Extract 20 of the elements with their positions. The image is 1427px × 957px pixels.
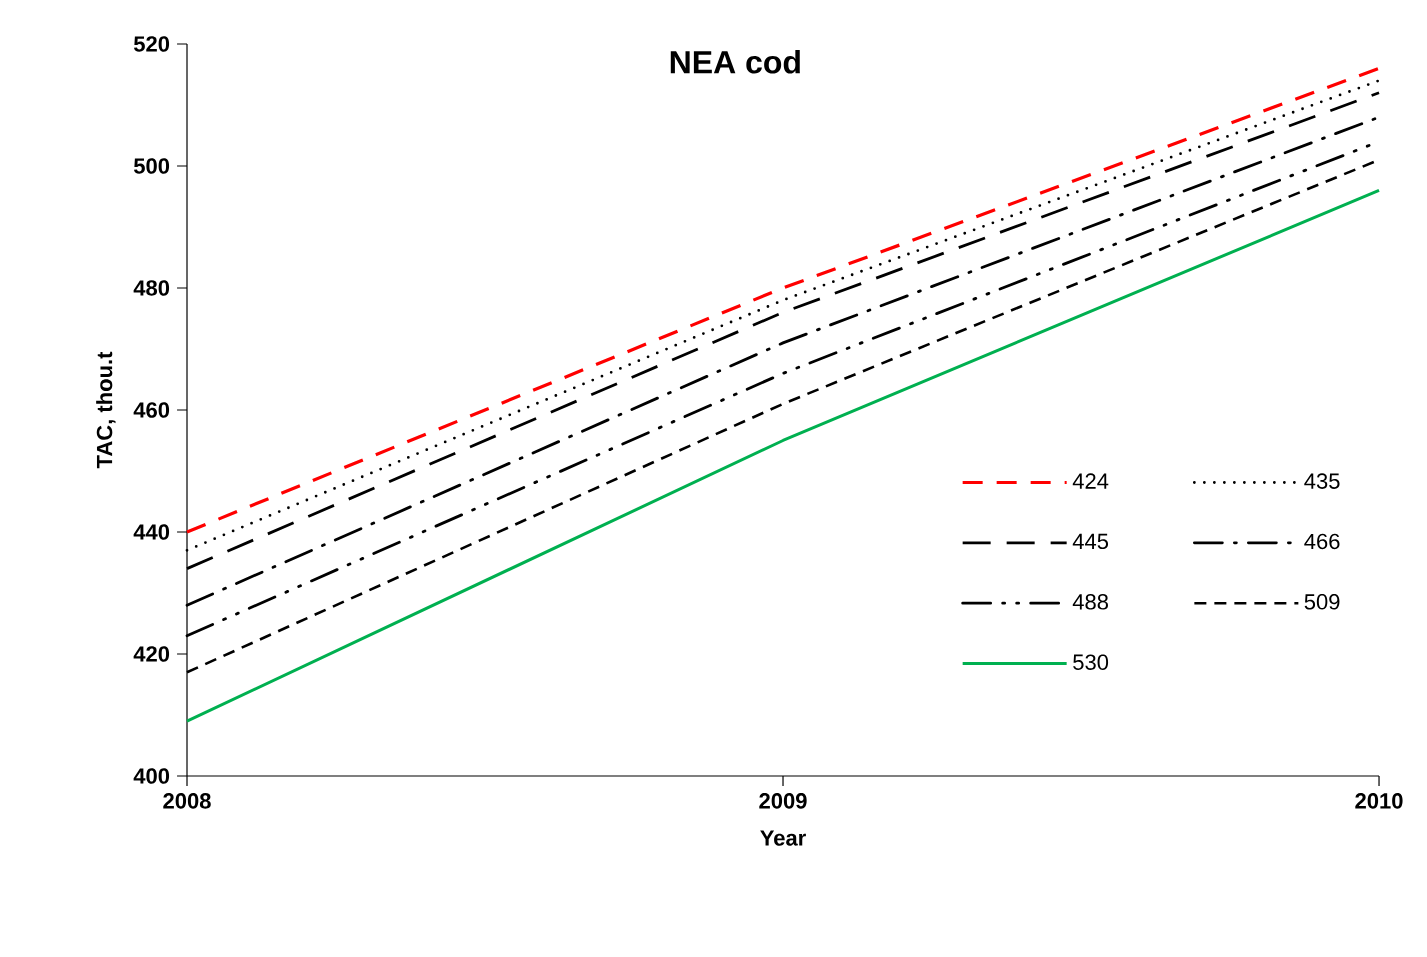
y-tick-label: 460 [133, 402, 170, 418]
legend-label: 488 [1072, 594, 1108, 610]
y-tick-label: 440 [133, 524, 170, 540]
legend-label: 445 [1072, 533, 1109, 550]
x-tick-label: 2008 [163, 793, 211, 809]
y-axis-title: TAC, thou.t [96, 351, 116, 469]
x-axis-title: Year [760, 830, 806, 846]
legend-label: 530 [1073, 654, 1109, 670]
chart-title: NEA cod [670, 50, 800, 74]
y-tick-label: 500 [133, 158, 170, 174]
legend-label: 466 [1304, 533, 1340, 550]
y-tick-label: 480 [133, 280, 170, 296]
y-tick-label: 520 [133, 36, 170, 52]
y-tick-label: 420 [133, 646, 170, 662]
y-tick-label: 400 [133, 768, 170, 784]
x-tick-label: 2009 [759, 793, 807, 809]
x-tick-label: 2010 [1355, 793, 1403, 809]
legend-label: 424 [1072, 473, 1109, 489]
legend-label: 509 [1304, 594, 1340, 610]
legend-label: 435 [1304, 473, 1340, 489]
